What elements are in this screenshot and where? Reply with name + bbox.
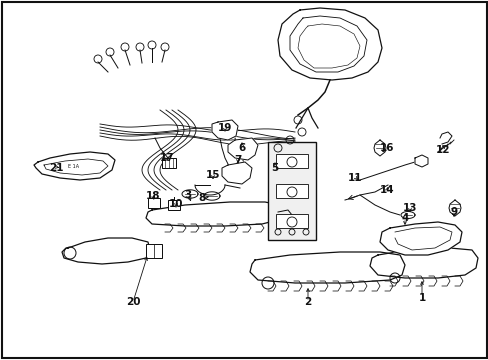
Polygon shape [400,212,414,219]
Text: 17: 17 [160,153,174,163]
Bar [162,158,176,168]
Text: 7: 7 [234,155,241,165]
Text: 11: 11 [347,173,362,183]
Bar [168,200,180,210]
Polygon shape [212,120,238,140]
Text: 4: 4 [401,213,408,223]
Text: 10: 10 [168,199,183,209]
Polygon shape [34,152,115,180]
Polygon shape [249,252,404,283]
Text: 13: 13 [402,203,416,213]
Polygon shape [414,155,427,167]
Polygon shape [379,222,461,255]
Text: 5: 5 [271,163,278,173]
Text: 21: 21 [49,163,63,173]
Text: E 1A: E 1A [68,165,80,170]
Bar [148,198,160,208]
Polygon shape [222,162,251,184]
Text: 2: 2 [304,297,311,307]
Text: 9: 9 [449,207,457,217]
Polygon shape [203,192,220,200]
Text: 18: 18 [145,191,160,201]
Polygon shape [146,202,282,226]
Text: 8: 8 [198,193,205,203]
Text: 12: 12 [435,145,449,155]
Bar [146,244,162,258]
Polygon shape [369,248,477,278]
Text: 15: 15 [205,170,220,180]
Text: 20: 20 [125,297,140,307]
Polygon shape [182,190,198,198]
Polygon shape [62,238,150,264]
Text: 3: 3 [184,190,191,200]
Bar [275,214,307,228]
Polygon shape [227,138,258,160]
Polygon shape [278,8,381,80]
Text: 1: 1 [418,293,425,303]
Text: 19: 19 [217,123,232,133]
Text: 14: 14 [379,185,393,195]
Bar [267,142,315,240]
Bar [275,154,307,168]
Text: 6: 6 [238,143,245,153]
Text: 16: 16 [379,143,393,153]
Bar [275,184,307,198]
